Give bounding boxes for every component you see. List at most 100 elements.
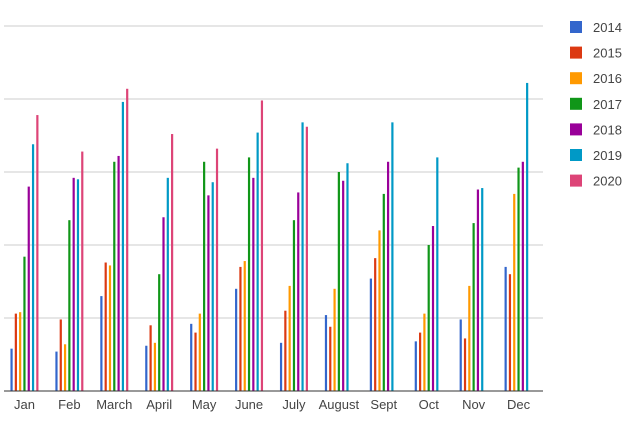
- bar-2019-nov: [481, 188, 484, 391]
- bar-2018-dec: [521, 161, 524, 391]
- x-tick-label: April: [146, 397, 172, 412]
- bar-2019-june: [256, 132, 259, 391]
- x-tick-label: Jan: [14, 397, 35, 412]
- bar-2018-june: [252, 177, 255, 391]
- bar-2014-may: [190, 323, 193, 391]
- legend-swatch: [570, 72, 582, 85]
- bar-2014-dec: [504, 266, 507, 391]
- bar-2019-jan: [31, 144, 35, 391]
- bar-2017-jan: [23, 256, 26, 391]
- bar-2018-august: [342, 180, 345, 391]
- bar-2018-april: [162, 217, 165, 391]
- bar-2016-nov: [468, 285, 471, 391]
- x-tick-label: June: [235, 397, 263, 412]
- bar-2019-july: [301, 122, 304, 392]
- bar-2016-sept: [378, 230, 381, 391]
- bar-2020-jan: [36, 115, 39, 391]
- bar-2015-sept: [374, 258, 377, 391]
- bar-2019-dec: [526, 82, 529, 391]
- legend-label: 2017: [593, 97, 622, 112]
- legend-swatch: [570, 97, 582, 110]
- bar-2015-august: [329, 326, 332, 391]
- x-tick-label: March: [96, 397, 132, 412]
- bar-2017-sept: [382, 193, 385, 391]
- bar-2020-june: [260, 100, 264, 392]
- bar-2014-sept: [369, 278, 372, 391]
- legend-swatch: [570, 21, 582, 33]
- bars: [10, 82, 529, 392]
- bar-2016-feb: [63, 344, 67, 391]
- bar-2018-march: [117, 155, 120, 391]
- bar-2016-dec: [513, 193, 516, 391]
- legend-swatch: [570, 46, 582, 59]
- bar-2020-july: [305, 126, 308, 392]
- bar-2017-may: [203, 161, 206, 391]
- bar-2019-feb: [76, 179, 80, 391]
- legend: 2014 2015 2016 2017 2018 2019 2020: [570, 20, 622, 189]
- legend-label: 2018: [593, 122, 622, 137]
- bar-2016-march: [108, 265, 112, 391]
- bar-2017-oct: [427, 245, 430, 391]
- bar-2017-dec: [517, 167, 520, 391]
- bar-2016-august: [333, 288, 336, 391]
- gridlines: [4, 25, 543, 319]
- legend-label: 2019: [593, 148, 622, 163]
- bar-2018-nov: [476, 189, 480, 391]
- bar-2015-nov: [463, 338, 467, 391]
- bar-2016-oct: [423, 313, 426, 391]
- bar-2016-jan: [19, 312, 22, 391]
- legend-label: 2016: [593, 71, 622, 86]
- x-tick-label: Feb: [58, 397, 80, 412]
- bar-2020-march: [126, 88, 129, 391]
- bar-2017-august: [337, 172, 340, 391]
- x-tick-label: Nov: [462, 397, 486, 412]
- bar-2015-june: [239, 266, 242, 391]
- bar-2016-june: [243, 261, 246, 391]
- x-tick-label: August: [319, 397, 360, 412]
- legend-swatch: [570, 123, 582, 136]
- bar-2015-jan: [14, 313, 17, 391]
- x-tick-label: July: [282, 397, 306, 412]
- bar-2019-oct: [436, 157, 439, 391]
- bar-2014-july: [279, 342, 283, 391]
- bar-2018-oct: [431, 226, 435, 391]
- bar-2014-june: [235, 288, 238, 391]
- bar-2015-oct: [419, 332, 422, 391]
- legend-swatch: [570, 174, 582, 187]
- bar-2017-july: [292, 220, 296, 391]
- bar-2015-march: [104, 262, 107, 391]
- bar-2019-sept: [391, 122, 394, 392]
- bar-2020-april: [171, 134, 174, 392]
- bar-2017-march: [113, 161, 116, 391]
- x-tick-label: Oct: [419, 397, 440, 412]
- x-axis-ticks: Jan Feb March April May June July August Sept Oct…: [14, 397, 531, 412]
- bar-2014-august: [324, 315, 328, 391]
- bar-2014-feb: [55, 351, 58, 391]
- bar-2019-august: [346, 163, 349, 391]
- legend-swatch: [570, 149, 582, 161]
- bar-2014-oct: [414, 341, 417, 391]
- bar-2015-feb: [59, 319, 62, 391]
- bar-2020-may: [215, 148, 219, 391]
- bar-2019-march: [121, 101, 124, 392]
- bar-2014-jan: [10, 348, 13, 391]
- bar-2018-sept: [386, 161, 390, 391]
- bar-2016-may: [198, 313, 201, 391]
- bar-2018-july: [297, 192, 300, 391]
- x-tick-label: Dec: [507, 397, 531, 412]
- bar-2019-may: [211, 182, 214, 391]
- bar-2017-june: [247, 157, 251, 391]
- legend-label: 2015: [593, 46, 622, 61]
- bar-2015-july: [284, 310, 287, 391]
- bar-2015-dec: [508, 274, 512, 391]
- bar-2016-july: [288, 285, 291, 391]
- bar-2016-april: [153, 342, 157, 391]
- bar-2019-april: [166, 177, 169, 391]
- bar-2015-april: [149, 325, 152, 391]
- bar-2015-may: [194, 332, 197, 391]
- legend-label: 2014: [593, 20, 622, 35]
- bar-2014-march: [100, 296, 103, 391]
- bar-2017-feb: [68, 220, 71, 391]
- bar-2018-may: [207, 195, 210, 391]
